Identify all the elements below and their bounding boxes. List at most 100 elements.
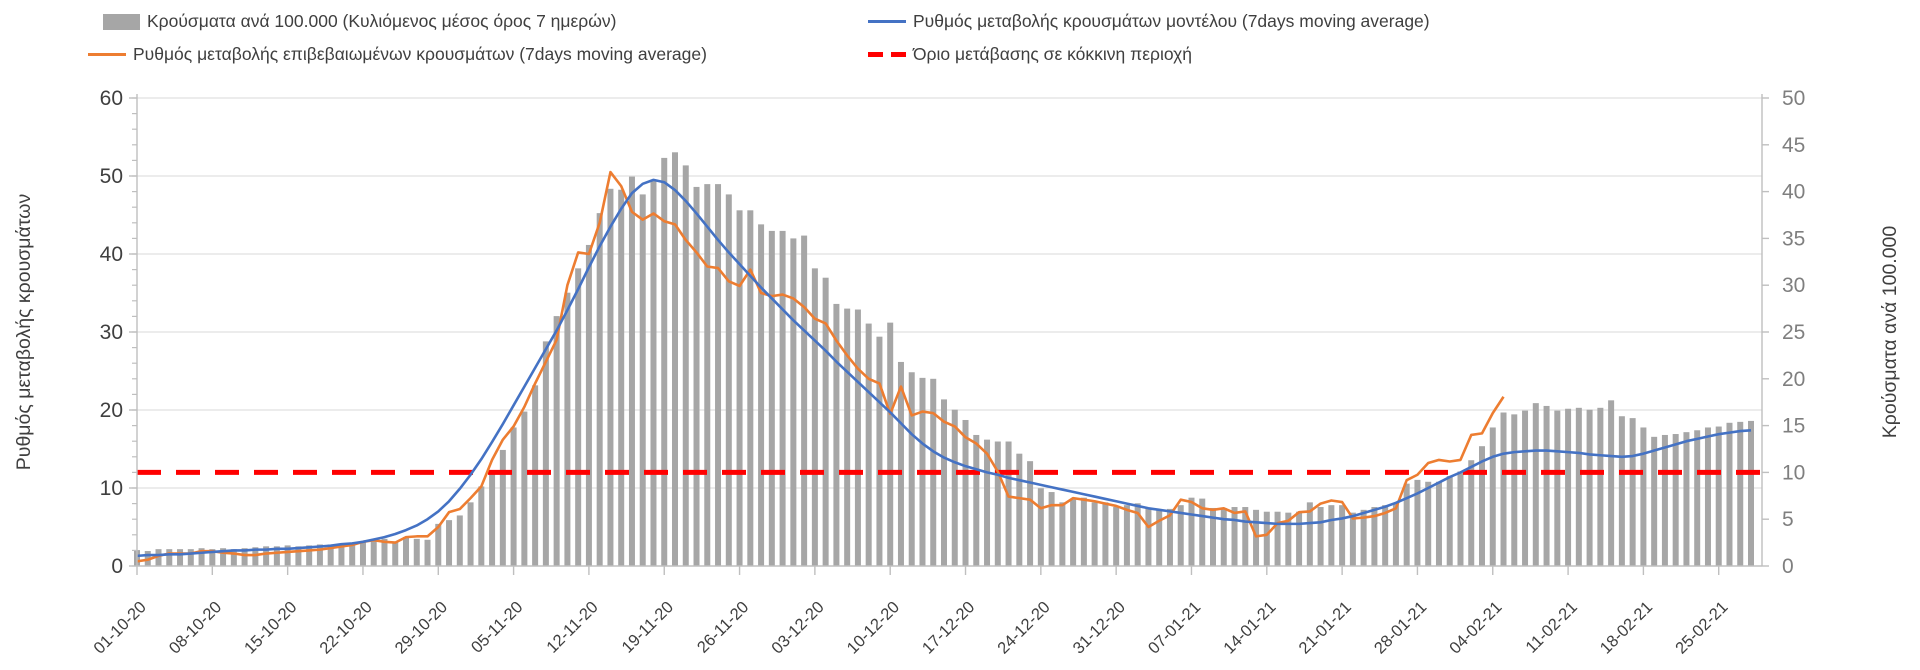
bar bbox=[639, 194, 646, 566]
right-axis-title: Κρούσματα ανά 100.000 bbox=[1879, 226, 1901, 439]
bar bbox=[1651, 436, 1658, 566]
x-axis-date-label: 29-10-20 bbox=[392, 598, 451, 657]
bar bbox=[984, 439, 991, 566]
bar bbox=[1199, 498, 1206, 566]
bar bbox=[661, 157, 668, 567]
bar bbox=[887, 322, 894, 566]
bar bbox=[1134, 503, 1141, 566]
bar bbox=[607, 188, 614, 567]
bar bbox=[1382, 505, 1389, 566]
right-axis-tick-label: 20 bbox=[1782, 368, 1805, 391]
bar bbox=[1435, 481, 1442, 566]
bar bbox=[155, 549, 162, 566]
bar bbox=[446, 520, 453, 566]
bar bbox=[489, 473, 496, 566]
bar bbox=[521, 411, 528, 566]
bar bbox=[1080, 497, 1087, 566]
x-axis-date-label: 31-12-20 bbox=[1070, 598, 1129, 657]
bar bbox=[1392, 503, 1399, 566]
bar bbox=[532, 385, 539, 566]
bar bbox=[876, 336, 883, 566]
legend-label-model-rate: Ρυθμός μεταβολής κρουσμάτων μοντέλου (7d… bbox=[913, 11, 1430, 31]
bar bbox=[1479, 446, 1485, 566]
x-axis-date-label: 12-11-20 bbox=[543, 598, 602, 657]
bar bbox=[1016, 453, 1023, 566]
bar bbox=[1102, 502, 1109, 566]
bar bbox=[467, 502, 474, 566]
left-axis-tick-label: 50 bbox=[100, 165, 123, 188]
bar bbox=[596, 213, 603, 567]
bar bbox=[672, 152, 678, 566]
bar bbox=[306, 545, 313, 566]
bar bbox=[1037, 488, 1044, 566]
bar bbox=[542, 341, 549, 566]
legend-item-cases-bars: Κρούσματα ανά 100.000 (Κυλιόμενος μέσος … bbox=[103, 11, 616, 32]
bar bbox=[854, 309, 861, 566]
right-axis-tick-label: 45 bbox=[1782, 134, 1805, 157]
bar bbox=[1403, 483, 1410, 566]
bar bbox=[1489, 427, 1496, 566]
bar bbox=[822, 277, 829, 566]
x-axis-date-label: 08-10-20 bbox=[166, 598, 225, 657]
bar bbox=[177, 549, 184, 566]
bar bbox=[962, 419, 969, 566]
bar bbox=[1640, 427, 1647, 566]
bar bbox=[1253, 509, 1260, 566]
bar bbox=[1360, 509, 1367, 566]
model-rate-line bbox=[136, 178, 1752, 558]
bar bbox=[941, 399, 947, 566]
bar bbox=[1629, 418, 1636, 566]
bar bbox=[779, 230, 786, 567]
legend-label-red-threshold: Όριο μετάβασης σε κόκκινη περιοχή bbox=[913, 44, 1193, 64]
bar bbox=[1274, 511, 1281, 566]
bar bbox=[1597, 407, 1604, 566]
right-axis-tick-label: 25 bbox=[1782, 321, 1805, 344]
bar bbox=[166, 549, 173, 566]
x-axis-date-label: 10-12-20 bbox=[844, 598, 903, 657]
blue-line-swatch-icon bbox=[868, 20, 906, 23]
bar bbox=[1123, 505, 1130, 566]
bar bbox=[241, 548, 248, 566]
bar bbox=[704, 184, 711, 566]
bar bbox=[263, 546, 270, 566]
bar bbox=[951, 409, 958, 566]
bar bbox=[1532, 403, 1539, 566]
x-axis-date-label: 01-10-20 bbox=[90, 598, 149, 657]
bar bbox=[252, 547, 259, 566]
right-axis-tick-label: 15 bbox=[1782, 415, 1805, 438]
bar bbox=[1296, 511, 1303, 566]
bar bbox=[564, 292, 571, 566]
bar bbox=[456, 515, 463, 566]
right-axis-tick-label: 40 bbox=[1782, 181, 1805, 204]
bar bbox=[1210, 507, 1216, 566]
legend-label-confirmed-rate: Ρυθμός μεταβολής επιβεβαιωμένων κρουσμάτ… bbox=[133, 44, 707, 64]
bar bbox=[1371, 507, 1378, 566]
legend-label-cases-bars: Κρούσματα ανά 100.000 (Κυλιόμενος μέσος … bbox=[147, 11, 617, 31]
bar bbox=[628, 176, 635, 566]
bar bbox=[1726, 422, 1733, 566]
bar bbox=[381, 538, 388, 566]
bar bbox=[1694, 430, 1701, 566]
bar bbox=[1608, 400, 1615, 566]
x-axis-date-label: 18-02-21 bbox=[1597, 598, 1656, 657]
bar bbox=[510, 427, 517, 566]
x-axis-date-label: 05-11-20 bbox=[468, 598, 527, 657]
bar bbox=[1457, 471, 1464, 566]
bar bbox=[1113, 507, 1120, 566]
bar bbox=[790, 238, 797, 566]
bar bbox=[284, 545, 291, 566]
x-axis-date-label: 03-12-20 bbox=[768, 598, 827, 657]
bar bbox=[801, 235, 808, 567]
bar bbox=[1543, 405, 1550, 566]
x-axis-date-label: 04-02-21 bbox=[1446, 598, 1505, 657]
bar bbox=[1672, 434, 1679, 566]
right-axis-tick-label: 5 bbox=[1782, 508, 1794, 531]
bar bbox=[1586, 409, 1593, 566]
bar bbox=[758, 224, 765, 567]
legend-item-red-threshold: Όριο μετάβασης σε κόκκινη περιοχή bbox=[868, 44, 1192, 65]
bar bbox=[187, 549, 194, 566]
bar bbox=[273, 546, 280, 566]
bar bbox=[220, 548, 227, 566]
bar bbox=[1005, 441, 1012, 566]
bar bbox=[715, 184, 722, 566]
